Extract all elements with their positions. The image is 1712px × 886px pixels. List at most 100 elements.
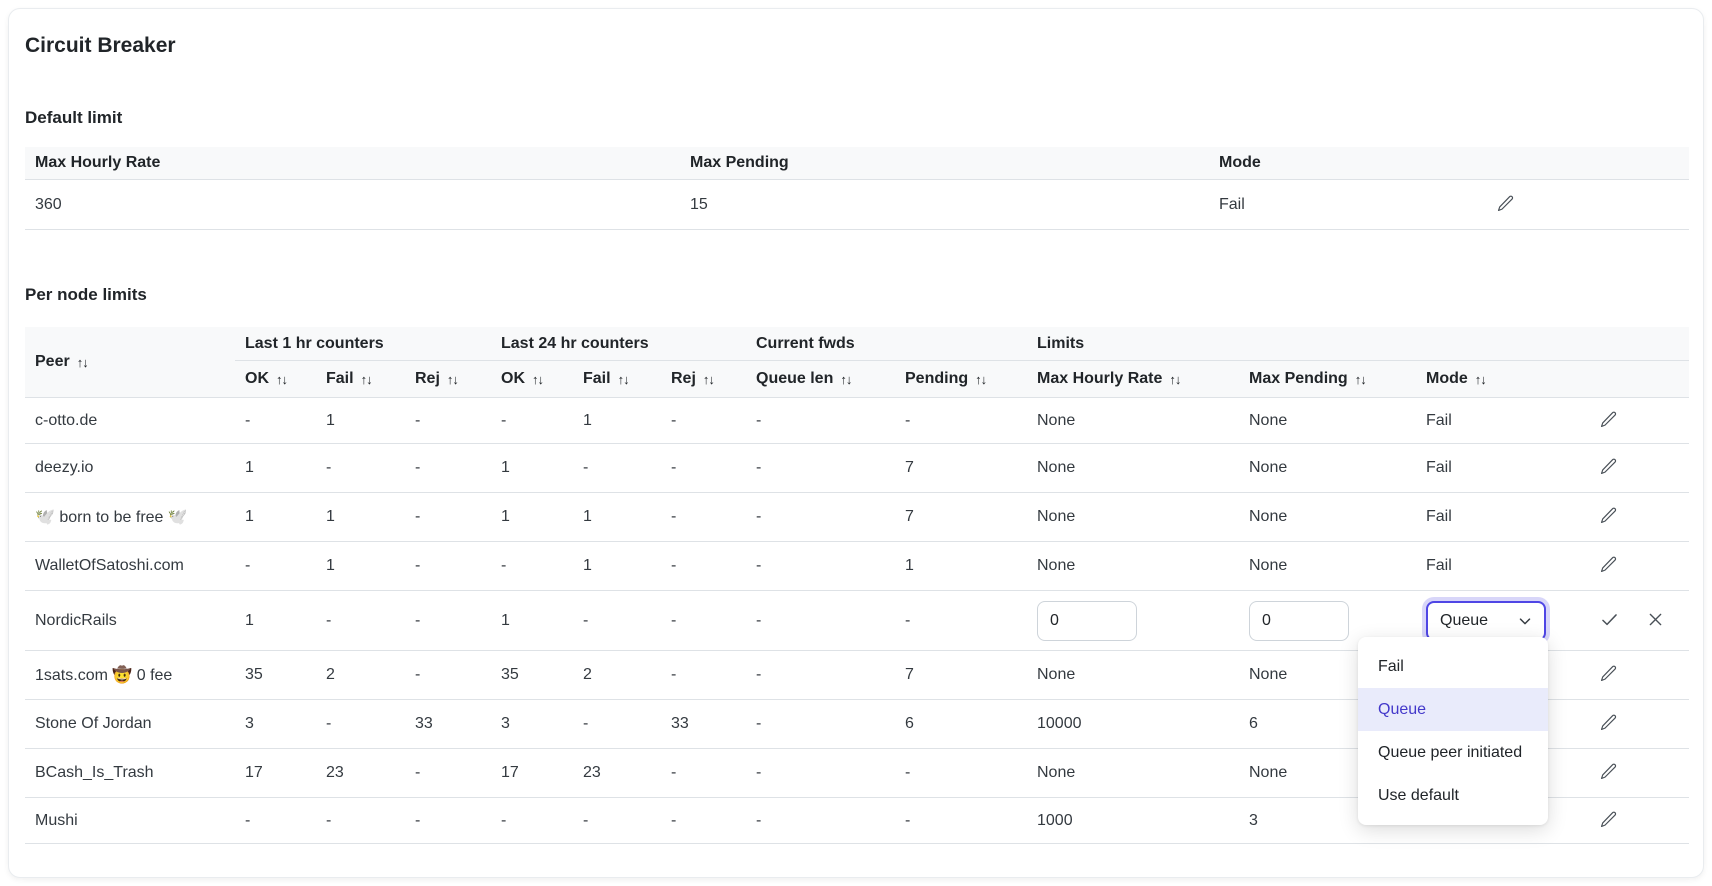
column-header-pending[interactable]: Pending ↑↓ [905,370,987,387]
edit-row-button[interactable] [1599,410,1618,432]
menu-option-fail[interactable]: Fail [1378,657,1404,675]
default-limit-table: Max Hourly Rate Max Pending Mode 360 15 … [25,147,1689,230]
cell-fail-1hr: - [326,811,332,829]
column-header-peer[interactable]: Peer ↑↓ [35,353,89,370]
cell-rej-1hr: - [415,411,421,429]
cell-actions [1555,749,1689,797]
column-header-queue-len[interactable]: Queue len ↑↓ [756,370,852,387]
column-header-max-pending: Max Pending [690,154,789,171]
cell-max-pending: None [1249,411,1288,429]
table-row: Mushi - - - - - - - - 1000 3 [25,798,1689,844]
cell-fail-24hr: 1 [583,508,592,525]
group-header-current-fwds: Current fwds [746,327,1027,361]
cell-rej-1hr: - [415,508,421,525]
edit-row-button[interactable] [1599,506,1618,528]
column-header-ok-24hr[interactable]: OK ↑↓ [501,370,544,387]
cell-fail-1hr: 2 [326,666,335,683]
cell-rej-1hr: - [415,666,421,683]
per-node-header: Peer ↑↓ Last 1 hr counters Last 24 hr co… [25,327,1689,398]
table-row: WalletOfSatoshi.com - 1 - - 1 - - 1 None None Fail [25,542,1689,591]
cell-fail-24hr: - [583,611,589,629]
per-node-rows: c-otto.de - 1 - - 1 - - - None None Fail deezy.io 1 - -… [25,398,1689,844]
cell-max-hourly-rate: None [1037,411,1076,429]
pencil-icon [1599,506,1618,528]
cell-fail-1hr: - [326,459,332,476]
table-row: c-otto.de - 1 - - 1 - - - None None Fail [25,398,1689,444]
column-header-ok-1hr[interactable]: OK ↑↓ [245,370,288,387]
column-header-max-hourly-rate[interactable]: Max Hourly Rate ↑↓ [1037,370,1181,387]
menu-option-use-default[interactable]: Use default [1378,786,1459,804]
column-header-rej-1hr[interactable]: Rej ↑↓ [415,370,459,387]
cancel-button[interactable] [1646,610,1665,632]
cell-queue-len: - [756,508,762,525]
cell-fail-24hr: 1 [583,411,592,429]
menu-option-queue-peer-initiated[interactable]: Queue peer initiated [1378,743,1523,761]
column-header-fail-24hr[interactable]: Fail ↑↓ [583,370,630,387]
cell-max-hourly-rate: None [1037,459,1076,476]
cell-queue-len: - [756,715,762,732]
pencil-icon [1599,810,1618,832]
mode-select-value: Queue [1440,611,1489,629]
cell-pending: - [905,611,911,629]
cell-pending: 7 [905,459,914,476]
cell-queue-len: - [756,811,762,829]
column-header-max-pending[interactable]: Max Pending ↑↓ [1249,370,1367,387]
edit-default-limit-button[interactable] [1496,194,1515,216]
sort-icon: ↑↓ [360,371,373,387]
table-row: 1sats.com 🤠 0 fee 35 2 - 35 2 - - 7 None None [25,651,1689,700]
max-hourly-rate-input[interactable] [1037,600,1137,641]
edit-row-button[interactable] [1599,664,1618,686]
mode-select[interactable]: Queue [1426,600,1546,641]
pencil-icon [1496,194,1515,216]
menu-option-queue[interactable]: Queue [1358,688,1548,731]
cell-queue-len: - [756,611,762,629]
edit-row-button[interactable] [1599,762,1618,784]
cell-pending: 7 [905,666,914,683]
cell-max-pending: None [1249,764,1288,781]
default-limit-header-row: Max Hourly Rate Max Pending Mode [25,147,1689,180]
pencil-icon [1599,410,1618,432]
cell-max-pending: None [1249,508,1288,525]
max-pending-input[interactable] [1249,600,1349,641]
edit-row-button[interactable] [1599,555,1618,577]
pencil-icon [1599,664,1618,686]
cell-fail-24hr: - [583,811,589,829]
cell-fail-1hr: 1 [326,411,335,429]
cell-max-hourly-rate: None [1037,666,1076,683]
edit-row-button[interactable] [1599,457,1618,479]
cell-max-pending [1239,591,1416,650]
group-header-last-24hr-counters: Last 24 hr counters [491,327,746,361]
column-header-mode[interactable]: Mode ↑↓ [1426,370,1487,387]
cell-rej-1hr: - [415,764,421,781]
cell-ok-1hr: - [245,811,251,829]
confirm-button[interactable] [1599,609,1620,633]
circuit-breaker-card: Circuit Breaker Default limit Max Hourly… [8,8,1704,878]
column-header-fail-1hr[interactable]: Fail ↑↓ [326,370,373,387]
pencil-icon [1599,762,1618,784]
cell-peer: BCash_Is_Trash [35,764,154,781]
cell-queue-len: - [756,666,762,683]
sort-icon: ↑↓ [702,371,715,387]
sort-icon: ↑↓ [276,371,288,387]
column-header-rej-24hr[interactable]: Rej ↑↓ [671,370,715,387]
cell-rej-1hr: - [415,557,421,574]
edit-row-button[interactable] [1599,810,1618,832]
sort-icon: ↑↓ [617,371,630,387]
cell-fail-24hr: 1 [583,557,592,574]
pencil-icon [1599,713,1618,735]
cell-pending: - [905,764,911,781]
cell-max-pending: 3 [1249,811,1258,829]
cell-rej-24hr: - [671,459,677,476]
cell-ok-24hr: 3 [501,715,510,732]
cell-rej-24hr: - [671,557,677,574]
cell-pending: - [905,411,911,429]
cell-max-hourly-rate: None [1037,508,1076,525]
edit-row-button[interactable] [1599,713,1618,735]
cell-ok-24hr: 1 [501,459,510,476]
cell-max-hourly-rate [1027,591,1239,650]
sort-icon: ↑↓ [532,371,544,387]
cell-max-pending: 6 [1249,715,1258,732]
cell-ok-1hr: 35 [245,666,263,683]
cell-fail-24hr: 23 [583,764,601,781]
cell-ok-1hr: - [245,557,251,574]
